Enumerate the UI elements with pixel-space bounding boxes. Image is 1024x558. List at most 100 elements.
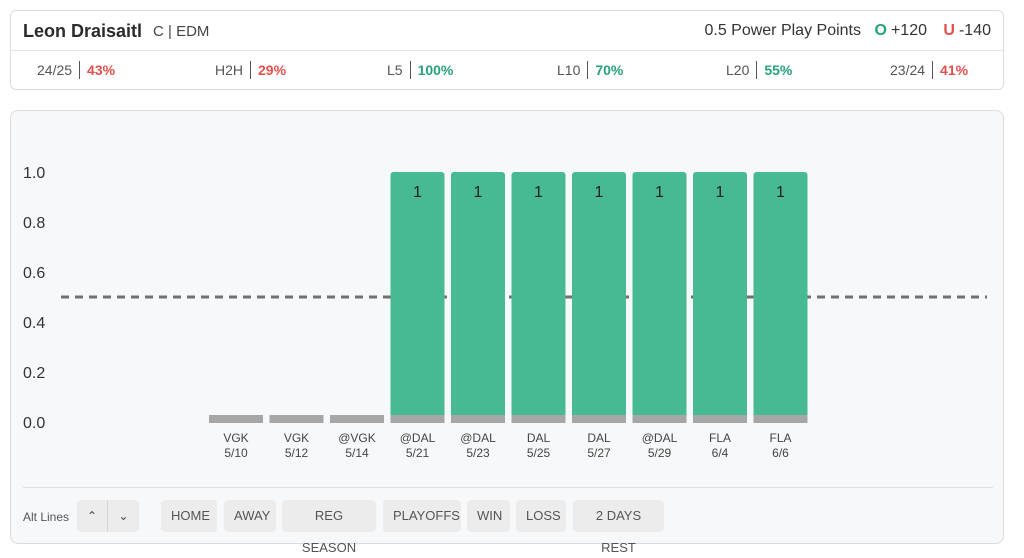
chevron-up-icon[interactable]: ⌃ <box>77 500 108 532</box>
bar-value-label: 1 <box>534 184 543 201</box>
bar-value-label: 1 <box>595 184 604 201</box>
divider <box>250 61 252 80</box>
player-name: Leon Draisaitl <box>23 21 143 41</box>
alt-lines-stepper: ⌃ ⌄ <box>77 500 139 532</box>
over-odds-value: +120 <box>890 22 927 39</box>
filter-away-button[interactable]: AWAY <box>224 500 276 532</box>
y-tick-label: 0.8 <box>23 215 45 232</box>
under-symbol: U <box>943 22 955 39</box>
bar <box>753 172 808 422</box>
stat-l10[interactable]: L10 70% <box>557 61 624 80</box>
filter-loss-button[interactable]: LOSS <box>516 500 566 532</box>
bar <box>632 172 687 422</box>
bar-base <box>632 415 687 423</box>
stat-23-24[interactable]: 23/24 41% <box>890 61 969 80</box>
x-tick-label: VGK <box>223 431 248 445</box>
bar <box>693 172 747 422</box>
hit-rate-row: 24/25 43% H2H 29% L5 100% L10 70% L20 55% 23/… <box>11 52 1003 90</box>
bar <box>451 172 505 422</box>
x-tick-label: @VGK <box>338 431 376 445</box>
filter-2-days-rest-button[interactable]: 2 DAYS REST <box>573 500 664 555</box>
stat-value: 43% <box>87 62 116 78</box>
stat-label: L5 <box>387 62 403 78</box>
stat-label: H2H <box>215 62 244 78</box>
x-tick-date: 5/12 <box>285 446 309 460</box>
filter-bar: Alt Lines ⌃ ⌄ HOME AWAY REG SEASON PLAYO… <box>23 487 993 555</box>
chevron-down-icon[interactable]: ⌄ <box>118 509 129 523</box>
y-tick-label: 0.0 <box>23 415 45 432</box>
bar-value-label: 1 <box>655 184 664 201</box>
bar-value-label: 1 <box>474 184 483 201</box>
bar <box>390 172 445 422</box>
y-tick-label: 1.0 <box>23 165 45 182</box>
x-tick-date: 5/25 <box>527 446 551 460</box>
bar-base <box>451 415 505 423</box>
bar-base <box>572 415 626 423</box>
over-odds[interactable]: O +120 <box>875 22 928 40</box>
bar <box>269 415 324 423</box>
x-tick-date: 5/10 <box>224 446 248 460</box>
bar <box>209 415 263 423</box>
prop-market: 0.5 Power Play Points <box>704 22 861 39</box>
bar <box>511 172 566 422</box>
stat-h2h[interactable]: H2H 29% <box>215 61 287 80</box>
stat-value: 55% <box>764 62 793 78</box>
chart-card: 1.0 0.8 0.6 0.4 0.2 0.0 VGK 5/10 VGK 5/12 @VGK 5/14… <box>10 110 1004 555</box>
divider <box>587 61 589 80</box>
divider <box>932 61 934 80</box>
filter-home-button[interactable]: HOME <box>161 500 217 532</box>
stat-value: 100% <box>417 62 454 78</box>
player-header-card: Leon Draisaitl C | EDM 0.5 Power Play Po… <box>10 10 1004 90</box>
x-tick-date: 5/29 <box>648 446 672 460</box>
bar-base <box>693 415 747 423</box>
stat-label: 24/25 <box>37 62 73 78</box>
y-tick-label: 0.6 <box>23 265 45 282</box>
stat-l5[interactable]: L5 100% <box>387 61 454 80</box>
bar-value-label: 1 <box>716 184 725 201</box>
bar-base <box>753 415 808 423</box>
y-tick-label: 0.2 <box>23 365 45 382</box>
stat-value: 29% <box>258 62 287 78</box>
x-tick-date: 6/6 <box>772 446 789 460</box>
bar-base <box>390 415 445 423</box>
x-tick-date: 6/4 <box>712 446 729 460</box>
x-tick-label: FLA <box>769 431 791 445</box>
player-position-team: C | EDM <box>153 23 210 40</box>
stat-label: L10 <box>557 62 581 78</box>
y-tick-label: 0.4 <box>23 315 45 332</box>
stat-value: 70% <box>595 62 624 78</box>
divider <box>409 61 411 80</box>
bar-value-label: 1 <box>413 184 422 201</box>
bar-value-label: 1 <box>776 184 785 201</box>
x-tick-label: DAL <box>587 431 611 445</box>
bar-base <box>511 415 566 423</box>
game-log-bar-chart: 1.00.80.60.40.20.0VGK5/10VGK5/12@VGK5/14… <box>23 165 987 460</box>
x-tick-label: @DAL <box>642 431 678 445</box>
filter-win-button[interactable]: WIN <box>467 500 510 532</box>
stat-l20[interactable]: L20 55% <box>726 61 793 80</box>
x-tick-date: 5/21 <box>406 446 430 460</box>
x-tick-date: 5/27 <box>587 446 611 460</box>
x-tick-label: @DAL <box>400 431 436 445</box>
x-tick-label: VGK <box>284 431 309 445</box>
filter-playoffs-button[interactable]: PLAYOFFS <box>383 500 461 532</box>
filter-reg-season-button[interactable]: REG SEASON <box>282 500 376 555</box>
x-tick-label: @DAL <box>460 431 496 445</box>
divider <box>79 61 81 80</box>
under-odds-value: -140 <box>958 22 991 39</box>
alt-lines-label: Alt Lines <box>23 510 70 524</box>
x-tick-date: 5/23 <box>466 446 490 460</box>
bar <box>330 415 384 423</box>
stat-label: L20 <box>726 62 750 78</box>
x-tick-date: 5/14 <box>345 446 369 460</box>
stat-24-25[interactable]: 24/25 43% <box>37 61 116 80</box>
stat-label: 23/24 <box>890 62 926 78</box>
under-odds[interactable]: U -140 <box>943 22 991 40</box>
x-tick-label: FLA <box>709 431 731 445</box>
stat-value: 41% <box>940 62 969 78</box>
bar <box>572 172 626 422</box>
x-tick-label: DAL <box>527 431 551 445</box>
over-symbol: O <box>874 22 887 39</box>
divider <box>756 61 758 80</box>
header-top-row: Leon Draisaitl C | EDM 0.5 Power Play Po… <box>11 11 1003 51</box>
